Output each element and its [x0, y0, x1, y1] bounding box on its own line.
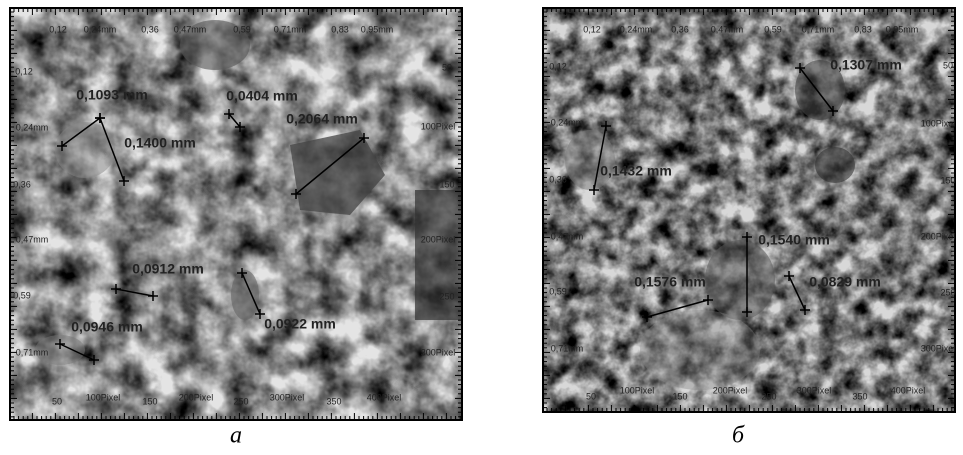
right-ruler-label: 250: [940, 287, 955, 297]
right-ruler-label: 50: [442, 62, 452, 72]
micrograph-a: [10, 8, 465, 420]
top-ruler-label: 0,59: [764, 24, 782, 34]
bottom-ruler-label: 150: [142, 396, 157, 406]
bottom-ruler-label: 350: [852, 391, 867, 401]
measurement-label: 0,0829 mm: [809, 274, 881, 290]
top-ruler-label: 0,47mm: [711, 24, 744, 34]
left-ruler-label: 0,59: [13, 290, 31, 300]
left-ruler-label: 0,71mm: [16, 347, 49, 357]
bottom-ruler-label: 100Pixel: [620, 385, 655, 395]
bottom-ruler-label: 200Pixel: [713, 385, 748, 395]
bottom-ruler-label: 50: [586, 391, 596, 401]
measurement-label: 0,0946 mm: [71, 319, 143, 335]
left-ruler-label: 0,59: [549, 286, 567, 296]
top-ruler-label: 0,12: [583, 24, 601, 34]
right-ruler-label: 150: [439, 179, 454, 189]
left-ruler-label: 0,47mm: [551, 231, 584, 241]
caption: б: [732, 423, 745, 449]
left-ruler-label: 0,24mm: [16, 122, 49, 132]
left-ruler-label: 0,71mm: [551, 343, 584, 353]
top-ruler-label: 0,71mm: [802, 24, 835, 34]
left-ruler-label: 0,12: [15, 66, 33, 76]
measurement-label: 0,0912 mm: [132, 261, 204, 277]
right-ruler-label: 50: [943, 60, 953, 70]
caption: a: [230, 423, 242, 449]
top-ruler-label: 0,95mm: [886, 24, 919, 34]
bottom-ruler-label: 250: [761, 391, 776, 401]
right-ruler-label: 300Pixel: [421, 347, 456, 357]
right-ruler-label: 100Pixel: [421, 121, 456, 131]
left-ruler-label: 0,12: [549, 61, 567, 71]
measurement-label: 0,1093 mm: [76, 87, 148, 103]
bottom-ruler-label: 350: [326, 396, 341, 406]
bottom-ruler-label: 400Pixel: [891, 385, 926, 395]
bottom-ruler-label: 200Pixel: [179, 392, 214, 402]
left-ruler-label: 0,36: [549, 174, 567, 184]
right-ruler-label: 300Pixel: [921, 343, 956, 353]
right-ruler-label: 200Pixel: [421, 234, 456, 244]
top-ruler-label: 0,83: [854, 24, 872, 34]
bottom-ruler-label: 250: [233, 396, 248, 406]
top-ruler-label: 0,83: [331, 24, 349, 34]
top-ruler-label: 0,12: [49, 24, 67, 34]
left-ruler-label: 0,24mm: [551, 117, 584, 127]
measurement-label: 0,0922 mm: [264, 316, 336, 332]
left-ruler-label: 0,47mm: [16, 234, 49, 244]
measurement-label: 0,1576 mm: [634, 274, 706, 290]
measurement-label: 0,2064 mm: [286, 111, 358, 127]
top-ruler-label: 0,36: [141, 24, 159, 34]
top-ruler-label: 0,24mm: [620, 24, 653, 34]
bottom-ruler-label: 300Pixel: [797, 385, 832, 395]
top-ruler-label: 0,95mm: [361, 24, 394, 34]
top-ruler-label: 0,71mm: [274, 24, 307, 34]
figure: a б 0,12 0,24mm 0,36 0,47mm 0,59 0,71mm 0,83 0,…: [0, 0, 963, 450]
bottom-ruler-label: 150: [672, 391, 687, 401]
measurement-label: 0,1400 mm: [124, 135, 196, 151]
bottom-ruler-label: 300Pixel: [270, 392, 305, 402]
top-ruler-label: 0,59: [233, 24, 251, 34]
measurement-label: 0,1432 mm: [600, 163, 672, 179]
right-ruler-label: 150: [940, 175, 955, 185]
right-ruler-label: 200Pixel: [921, 231, 956, 241]
bottom-ruler-label: 100Pixel: [86, 392, 121, 402]
top-ruler-label: 0,47mm: [174, 24, 207, 34]
top-ruler-label: 0,24mm: [84, 24, 117, 34]
measurement-label: 0,1540 mm: [758, 232, 830, 248]
measurement-label: 0,0404 mm: [226, 88, 298, 104]
bottom-ruler-label: 50: [52, 396, 62, 406]
right-ruler-label: 250: [439, 291, 454, 301]
bottom-ruler-label: 400Pixel: [367, 392, 402, 402]
left-ruler-label: 0,36: [13, 179, 31, 189]
measurement-label: 0,1307 mm: [830, 57, 902, 73]
right-ruler-label: 100Pixel: [921, 118, 956, 128]
top-ruler-label: 0,36: [671, 24, 689, 34]
